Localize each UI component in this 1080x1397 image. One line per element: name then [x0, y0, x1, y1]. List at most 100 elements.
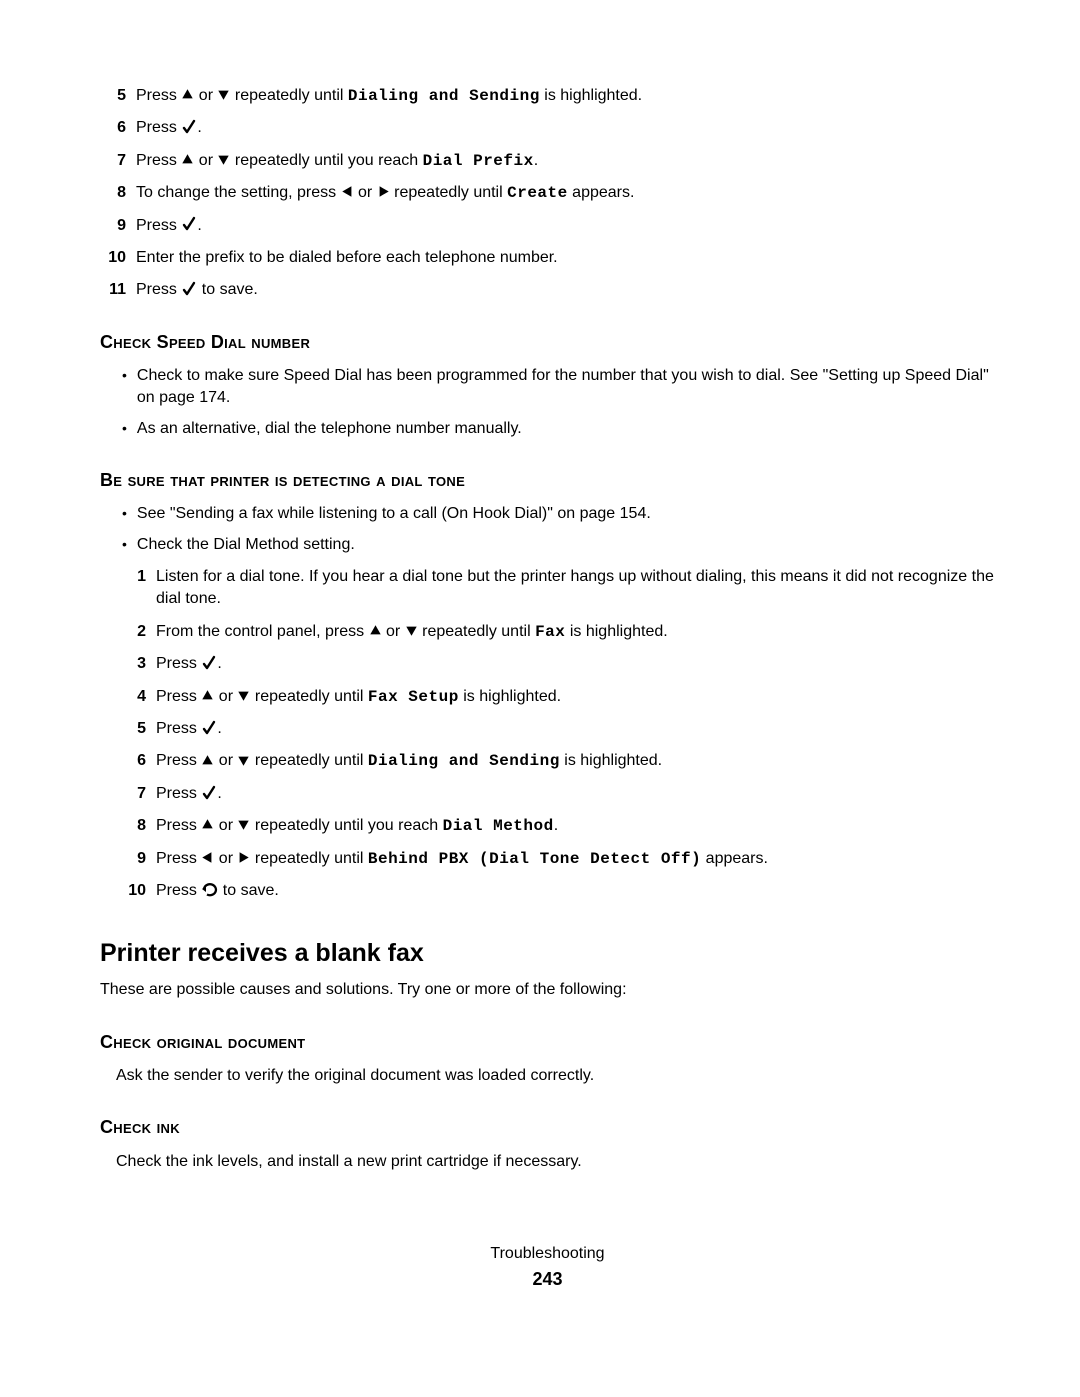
up-icon	[369, 623, 382, 640]
text-fragment: or	[382, 623, 405, 640]
text-fragment: or	[214, 850, 237, 867]
text-fragment: .	[217, 720, 221, 737]
step-number: 10	[120, 880, 146, 902]
section-heading-check-ink: Check ink	[100, 1115, 995, 1140]
text-fragment: repeatedly until	[230, 87, 347, 104]
text-fragment: See "Sending a fax while listening to a …	[137, 505, 651, 522]
text-fragment: Press	[136, 152, 181, 169]
text-fragment: .	[217, 655, 221, 672]
left-icon	[201, 850, 214, 867]
step-number: 4	[120, 686, 146, 708]
text-fragment: Check to make sure Speed Dial has been p…	[137, 367, 989, 406]
text-fragment: Enter the prefix to be dialed before eac…	[136, 249, 558, 266]
text-fragment: repeatedly until	[250, 688, 367, 705]
step-text: Press .	[156, 718, 995, 740]
up-icon	[181, 152, 194, 169]
step-item: 8To change the setting, press or repeate…	[100, 182, 995, 204]
footer-page-number: 243	[100, 1267, 995, 1292]
bullet-dot-icon: •	[122, 534, 127, 556]
step-number: 9	[100, 215, 126, 237]
step-text: Press or repeatedly until Fax Setup is h…	[156, 686, 995, 708]
up-icon	[181, 87, 194, 104]
text-fragment: Press	[156, 752, 201, 769]
step-text: Press .	[156, 783, 995, 805]
section-heading-speed-dial: Check Speed Dial number	[100, 330, 995, 355]
bullet-dot-icon: •	[122, 418, 127, 440]
intro-text: These are possible causes and solutions.…	[100, 979, 995, 1001]
mono-text: Dial Method	[443, 817, 554, 835]
text-fragment: or	[194, 87, 217, 104]
mono-text: Behind PBX (Dial Tone Detect Off)	[368, 850, 701, 868]
down-icon	[217, 87, 230, 104]
step-text: Listen for a dial tone. If you hear a di…	[156, 566, 995, 611]
step-text: Press .	[156, 653, 995, 675]
text-fragment: is highlighted.	[459, 688, 561, 705]
mono-text: Dialing and Sending	[348, 87, 540, 105]
step-item: 7Press or repeatedly until you reach Dia…	[100, 150, 995, 172]
text-fragment: Press	[156, 720, 201, 737]
step-item: 11Press to save.	[100, 279, 995, 301]
step-number: 8	[120, 815, 146, 837]
text-fragment: is highlighted.	[565, 623, 667, 640]
step-text: Press or repeatedly until Dialing and Se…	[156, 750, 995, 772]
text-fragment: To change the setting, press	[136, 184, 341, 201]
text-fragment: repeatedly until	[250, 850, 367, 867]
text-fragment: Press	[156, 817, 201, 834]
step-text: From the control panel, press or repeate…	[156, 621, 995, 643]
text-fragment: Press	[156, 882, 201, 899]
right-icon	[237, 850, 250, 867]
page-footer: Troubleshooting 243	[100, 1243, 995, 1293]
text-fragment: repeatedly until	[390, 184, 507, 201]
check-icon	[201, 655, 217, 672]
bullet-text: See "Sending a fax while listening to a …	[137, 503, 995, 525]
down-icon	[237, 817, 250, 834]
right-icon	[377, 184, 390, 201]
text-fragment: or	[214, 752, 237, 769]
step-item: 10 Enter the prefix to be dialed before e…	[100, 247, 995, 269]
text-fragment: repeatedly until	[250, 752, 367, 769]
step-number: 3	[120, 653, 146, 675]
bullet-item: • Check the Dial Method setting.	[122, 534, 995, 556]
step-item: 9Press or repeatedly until Behind PBX (D…	[120, 848, 995, 870]
step-item: 1Listen for a dial tone. If you hear a d…	[120, 566, 995, 611]
step-number: 7	[100, 150, 126, 172]
step-text: Press or repeatedly until Dialing and Se…	[136, 85, 995, 107]
text-fragment: or	[214, 817, 237, 834]
mono-text: Fax	[535, 623, 565, 641]
step-item: 10 Press to save.	[120, 880, 995, 902]
mono-text: Dialing and Sending	[368, 752, 560, 770]
step-number: 6	[120, 750, 146, 772]
bullet-item: •As an alternative, dial the telephone n…	[122, 418, 995, 440]
text-fragment: Press	[156, 688, 201, 705]
text-fragment: .	[554, 817, 558, 834]
text-fragment: to save.	[218, 882, 278, 899]
text-fragment: or	[214, 688, 237, 705]
text-fragment: repeatedly until you reach	[250, 817, 442, 834]
text-fragment: Press	[156, 785, 201, 802]
bullet-text: Check to make sure Speed Dial has been p…	[137, 365, 995, 410]
step-number: 5	[100, 85, 126, 107]
down-icon	[217, 152, 230, 169]
text-fragment: Press	[156, 655, 201, 672]
text-fragment: .	[197, 119, 201, 136]
step-item: 8 Press or repeatedly until you reach Dia…	[120, 815, 995, 837]
step-item: 5 Press or repeatedly until Dialing and S…	[100, 85, 995, 107]
mono-text: Dial Prefix	[423, 152, 534, 170]
step-number: 10	[100, 247, 126, 269]
text-check-ink: Check the ink levels, and install a new …	[116, 1151, 995, 1173]
text-fragment: .	[217, 785, 221, 802]
text-fragment: Press	[156, 850, 201, 867]
text-fragment: is highlighted.	[540, 87, 642, 104]
step-text: Press .	[136, 117, 995, 139]
text-fragment: Press	[136, 119, 181, 136]
section-heading-original-doc: Check original document	[100, 1030, 995, 1055]
down-icon	[237, 688, 250, 705]
text-fragment: From the control panel, press	[156, 623, 369, 640]
step-item: 3 Press .	[120, 653, 995, 675]
step-text: Press or repeatedly until Behind PBX (Di…	[156, 848, 995, 870]
step-item: 6 Press or repeatedly until Dialing and S…	[120, 750, 995, 772]
bullet-dot-icon: •	[122, 365, 127, 410]
text-fragment: Press	[136, 281, 181, 298]
bullet-text: Check the Dial Method setting.	[137, 534, 995, 556]
text-fragment: appears.	[568, 184, 635, 201]
